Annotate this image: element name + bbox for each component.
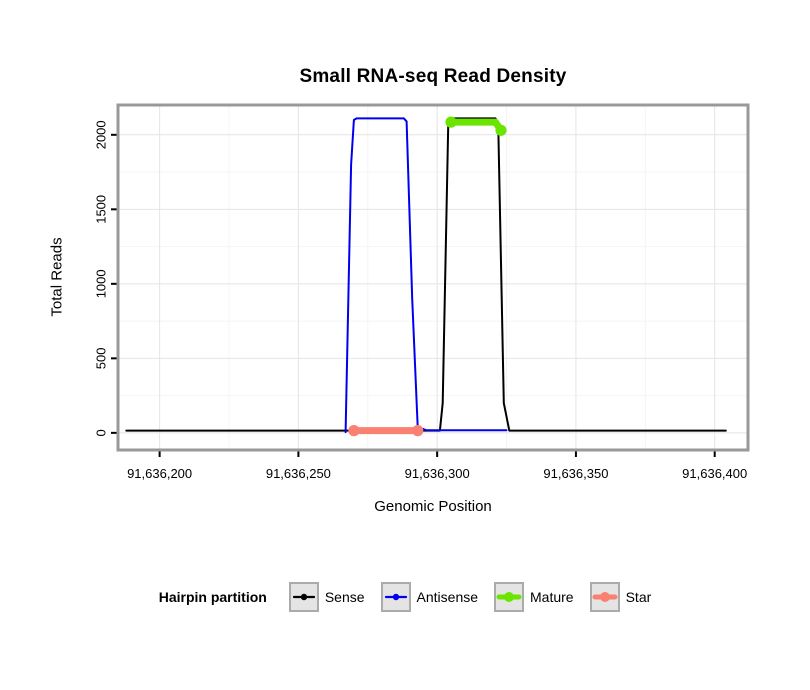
chart-title: Small RNA-seq Read Density (299, 66, 567, 87)
x-axis-label: Genomic Position (374, 498, 492, 515)
x-tick-label: 91,636,250 (266, 466, 331, 481)
x-tick-label: 91,636,300 (405, 466, 470, 481)
y-tick-label: 0 (94, 429, 109, 436)
legend-item-mature: Mature (494, 582, 574, 612)
series-endpoint-star (412, 425, 424, 437)
y-tick-label: 2000 (94, 120, 109, 149)
legend-key-dot (300, 593, 308, 601)
x-tick-label: 91,636,200 (127, 466, 192, 481)
plot-area: 91,636,200 91,636,250 91,636,300 91,636,350… (94, 103, 750, 481)
series-endpoint-mature (495, 124, 507, 136)
legend-key-glyph-star (589, 582, 620, 612)
series-line-sense (125, 117, 727, 432)
legend-key-mature (494, 582, 525, 612)
legend-item-antisense: Antisense (380, 582, 479, 612)
y-tick-label: 500 (94, 347, 109, 369)
legend-key-dot (599, 592, 610, 602)
x-tick-label: 91,636,350 (543, 466, 608, 481)
legend-key-dot (392, 593, 399, 601)
series-endpoint-star (348, 425, 360, 437)
legend-label-sense: Sense (324, 589, 365, 605)
y-tick-label: 1000 (94, 269, 109, 298)
y-tick-label: 1500 (94, 195, 109, 224)
legend-key-antisense (380, 582, 411, 612)
legend-item-star: Star (589, 582, 652, 612)
legend-key-dot (504, 592, 515, 602)
legend: Hairpin partition Sense Antisense Mature… (0, 582, 810, 612)
legend-key-glyph-sense (288, 582, 319, 612)
legend-label-star: Star (625, 589, 652, 605)
y-axis-label: Total Reads (48, 237, 66, 317)
series-endpoint-mature (445, 116, 457, 128)
panel-border (116, 103, 750, 452)
legend-key-sense (288, 582, 319, 612)
legend-title: Hairpin partition (158, 589, 267, 605)
legend-label-mature: Mature (530, 589, 574, 605)
legend-item-sense: Sense (288, 582, 365, 612)
legend-key-star (589, 582, 620, 612)
legend-key-glyph-mature (494, 582, 525, 612)
panel-background (118, 105, 748, 450)
legend-key-glyph-antisense (380, 582, 411, 612)
x-tick-label: 91,636,400 (682, 466, 747, 481)
legend-label-antisense: Antisense (416, 589, 479, 605)
